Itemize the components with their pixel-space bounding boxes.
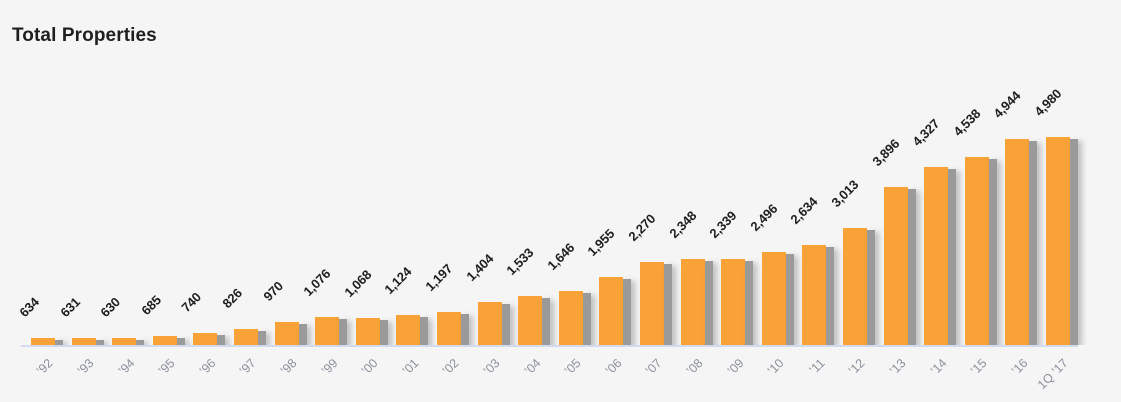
x-axis-tick-label: ’16 <box>1008 356 1031 378</box>
bar <box>71 338 104 345</box>
x-axis-tick-label: ’15 <box>967 356 990 378</box>
bar <box>112 338 145 345</box>
bar-shadow <box>582 293 591 345</box>
bar-shadow <box>217 335 226 345</box>
bar <box>437 311 469 345</box>
bar-shadow <box>298 324 307 345</box>
x-axis-tick-label: ’06 <box>602 356 625 378</box>
bar <box>1046 136 1078 345</box>
bar-shadow <box>461 313 469 345</box>
x-axis-tick-label: ’97 <box>237 356 259 378</box>
bar-shadow <box>988 159 997 345</box>
x-axis-tick-label: 1Q ’17 <box>1034 356 1071 392</box>
bar <box>964 157 997 345</box>
x-axis-tick-label: ’00 <box>358 356 381 378</box>
bar-shadow <box>542 298 551 345</box>
bar-shadow <box>785 253 794 345</box>
bar <box>640 262 672 345</box>
x-axis-tick-label: ’11 <box>806 356 828 378</box>
x-axis-tick-label: ’08 <box>683 356 706 378</box>
bar-shadow <box>176 337 185 345</box>
x-axis-tick-label: ’04 <box>521 356 544 378</box>
bar <box>234 329 266 345</box>
bar <box>477 302 510 345</box>
bar <box>1005 138 1038 345</box>
x-axis-tick-label: ’02 <box>440 356 462 378</box>
x-axis-tick-label: ’12 <box>846 356 868 378</box>
bar <box>518 296 551 345</box>
x-axis-line <box>21 345 1078 347</box>
bar-shadow <box>55 339 63 345</box>
bar-shadow <box>745 261 754 345</box>
bar-shadow <box>501 304 510 345</box>
bar-shadow <box>136 340 145 345</box>
x-axis-tick-label: ’13 <box>886 356 909 378</box>
bar <box>31 337 63 345</box>
bar <box>152 335 185 345</box>
bar <box>193 333 226 345</box>
bar-shadow <box>95 340 104 345</box>
bar <box>396 315 429 345</box>
x-axis-tick-label: ’05 <box>561 356 584 378</box>
bar-shadow <box>1070 138 1078 345</box>
bar-shadow <box>907 189 916 345</box>
bar <box>761 251 794 345</box>
bar-shadow <box>339 319 348 345</box>
bar-shadow <box>867 229 875 345</box>
x-axis-tick-label: ’10 <box>764 356 787 378</box>
bar <box>883 187 916 345</box>
bar <box>558 291 591 345</box>
x-axis-tick-label: ’92 <box>34 356 56 378</box>
bar-shadow <box>948 169 957 345</box>
bar-shadow <box>1029 140 1038 345</box>
bar <box>843 227 875 345</box>
bar <box>599 276 632 345</box>
bar <box>355 317 388 345</box>
x-axis-tick-label: ’99 <box>318 356 341 378</box>
bar <box>721 259 754 345</box>
x-axis-tick-label: ’01 <box>399 356 422 378</box>
bar-shadow <box>826 247 835 345</box>
x-axis-tick-label: ’96 <box>196 356 219 378</box>
x-axis-tick-label: ’93 <box>74 356 97 378</box>
bar-shadow <box>704 260 713 345</box>
x-axis-tick-label: ’98 <box>277 356 300 378</box>
bar <box>680 258 713 345</box>
x-axis-tick-label: ’14 <box>927 356 950 378</box>
x-axis-tick-label: ’95 <box>155 356 178 378</box>
chart-title: Total Properties <box>12 25 157 46</box>
x-axis-tick-label: ’09 <box>724 356 747 378</box>
bar <box>274 322 307 345</box>
bar-shadow <box>379 319 388 345</box>
bar-shadow <box>258 331 266 345</box>
bar <box>802 245 835 345</box>
x-axis-tick-label: ’03 <box>480 356 503 378</box>
plot-area: 634 631 630 685 740 826 970 1,076 1,068 1,124 1,19… <box>16 86 1078 345</box>
x-axis-tick-label: ’07 <box>643 356 665 378</box>
bar <box>315 317 348 345</box>
bar-shadow <box>664 264 672 345</box>
bar-shadow <box>420 317 429 345</box>
bar <box>924 167 957 345</box>
bar-shadow <box>623 278 632 345</box>
x-axis-tick-label: ’94 <box>115 356 138 378</box>
